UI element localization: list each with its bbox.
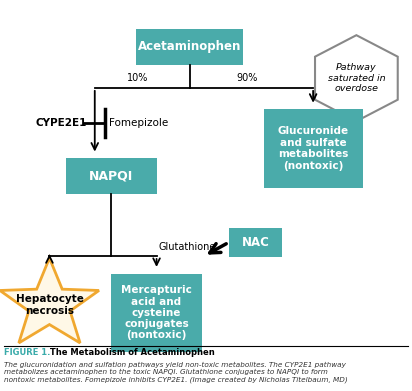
- Polygon shape: [0, 258, 99, 343]
- Text: Acetaminophen: Acetaminophen: [138, 40, 241, 54]
- Text: FIGURE 1.: FIGURE 1.: [4, 348, 51, 357]
- Text: Pathway
saturated in
overdose: Pathway saturated in overdose: [328, 63, 385, 93]
- Text: 10%: 10%: [127, 73, 149, 83]
- FancyBboxPatch shape: [111, 274, 202, 352]
- FancyBboxPatch shape: [264, 109, 363, 188]
- Text: Glutathione: Glutathione: [159, 242, 216, 252]
- Text: Glucuronide
and sulfate
metabolites
(nontoxic): Glucuronide and sulfate metabolites (non…: [278, 126, 349, 171]
- Text: Mercapturic
acid and
cysteine
conjugates
(nontoxic): Mercapturic acid and cysteine conjugates…: [121, 285, 192, 340]
- Text: Hepatocyte
necrosis: Hepatocyte necrosis: [16, 294, 83, 316]
- FancyBboxPatch shape: [136, 29, 243, 65]
- Text: NAC: NAC: [241, 236, 269, 249]
- Text: CYPE2E1: CYPE2E1: [35, 118, 87, 128]
- FancyBboxPatch shape: [229, 228, 282, 257]
- Text: The Metabolism of Acetaminophen: The Metabolism of Acetaminophen: [47, 348, 215, 357]
- Text: Fomepizole: Fomepizole: [109, 118, 169, 128]
- Text: The glucuronidation and sulfation pathways yield non-toxic metabolites. The CYP2: The glucuronidation and sulfation pathwa…: [4, 362, 348, 382]
- Text: NAPQI: NAPQI: [89, 169, 133, 183]
- Polygon shape: [315, 35, 398, 121]
- Text: 90%: 90%: [236, 73, 258, 83]
- FancyBboxPatch shape: [66, 158, 157, 194]
